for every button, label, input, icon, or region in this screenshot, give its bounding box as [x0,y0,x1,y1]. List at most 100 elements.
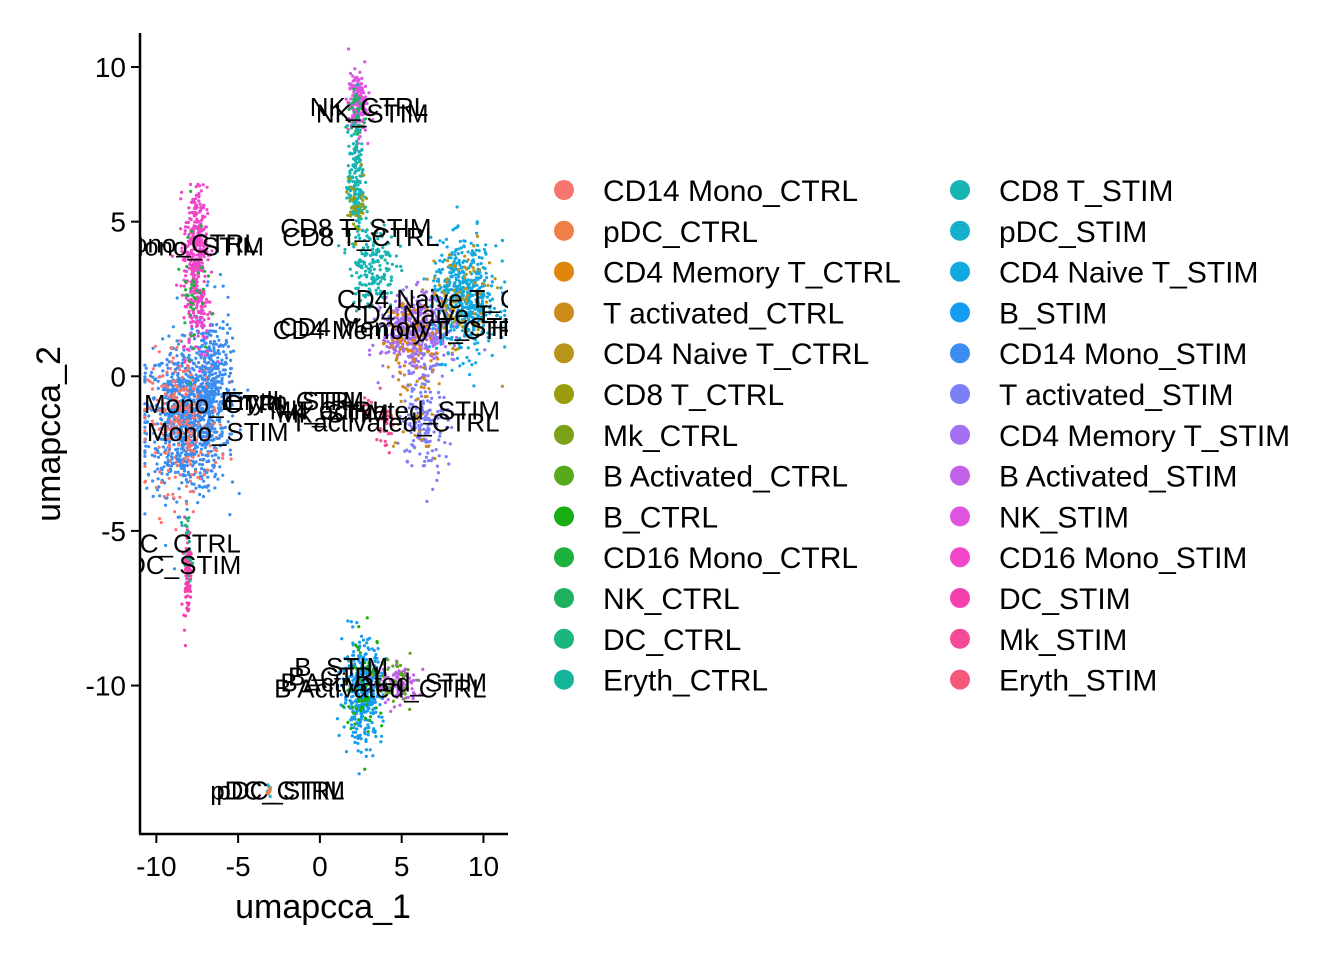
scatter-point [435,478,439,482]
scatter-point [398,703,402,707]
scatter-point [164,441,168,445]
scatter-point [426,379,430,384]
scatter-point [176,450,180,454]
scatter-point [470,363,474,367]
scatter-point [368,262,372,266]
scatter-point [194,486,198,490]
scatter-point [376,260,380,264]
scatter-point [160,432,164,436]
y-tick-label: 0 [110,361,126,392]
scatter-point [428,439,432,443]
scatter-point [157,375,161,379]
scatter-point [224,353,228,357]
scatter-point [156,467,160,471]
scatter-point [425,499,429,503]
scatter-point [197,192,201,196]
scatter-point [166,468,170,472]
scatter-point [198,244,203,248]
scatter-point [183,614,188,618]
scatter-point [181,369,185,374]
scatter-point [413,345,417,349]
scatter-point [362,173,366,177]
scatter-point [189,200,193,204]
scatter-point [363,128,367,132]
scatter-point [200,307,204,311]
scatter-point [186,565,190,569]
scatter-point [206,475,210,479]
scatter-point [348,198,353,202]
scatter-point [460,251,464,255]
scatter-point [411,439,416,443]
scatter-point [151,494,155,498]
scatter-point [185,363,189,368]
scatter-point [187,535,191,540]
scatter-point [221,456,225,460]
scatter-point [155,403,159,407]
scatter-point [215,323,219,327]
scatter-point [177,408,181,412]
scatter-point [344,750,349,754]
scatter-point [226,295,230,299]
legend-label: CD14 Mono_STIM [999,338,1247,371]
scatter-point [204,453,208,457]
scatter-point [423,373,427,378]
scatter-point [201,458,205,462]
scatter-point [190,327,194,331]
legend-key-dot [950,506,970,527]
scatter-point [161,337,165,341]
scatter-point [370,275,374,280]
scatter-point [212,430,216,434]
scatter-point [351,142,355,146]
legend-label: NK_CTRL [603,583,740,616]
scatter-point [458,271,462,275]
legend-item: DC_CTRL [554,624,741,657]
scatter-point [467,359,471,363]
scatter-point [218,444,223,448]
scatter-point [352,132,356,136]
scatter-point [474,248,478,252]
scatter-point [192,482,196,486]
scatter-point [193,419,197,423]
scatter-point [176,342,181,346]
legend-item: B Activated_CTRL [554,461,848,494]
scatter-point [414,383,418,387]
scatter-point [143,438,147,442]
scatter-point [205,349,209,353]
scatter-point [198,396,203,400]
scatter-point [170,254,174,258]
scatter-point [184,547,188,551]
scatter-point [149,370,154,375]
scatter-point [186,470,190,474]
scatter-point [351,114,355,118]
scatter-point [444,237,448,241]
scatter-point [192,490,196,494]
scatter-point [197,453,201,458]
scatter-point [384,351,388,355]
legend-label: T activated_CTRL [603,297,844,330]
scatter-point [171,396,175,401]
scatter-point [230,379,234,383]
y-axis-ticks: -10 -5 0 5 10 [86,52,140,702]
scatter-point [198,471,202,475]
scatter-point [432,259,436,263]
scatter-point [174,396,178,400]
scatter-point [168,459,173,463]
scatter-point [490,353,494,358]
scatter-point [360,202,364,206]
scatter-point [210,415,215,419]
scatter-point [208,444,212,448]
scatter-point [455,278,459,282]
scatter-point [420,356,424,360]
cluster-label: CD16 Mono_STIM [49,231,264,261]
scatter-point [192,280,196,284]
legend-key-dot [950,180,970,200]
scatter-point [205,185,209,189]
scatter-point [192,447,196,451]
scatter-point [143,420,147,425]
scatter-point [355,139,359,143]
scatter-point [471,266,475,270]
scatter-point [197,361,201,365]
scatter-point [158,412,162,416]
scatter-point [414,366,418,370]
scatter-point [173,510,177,514]
